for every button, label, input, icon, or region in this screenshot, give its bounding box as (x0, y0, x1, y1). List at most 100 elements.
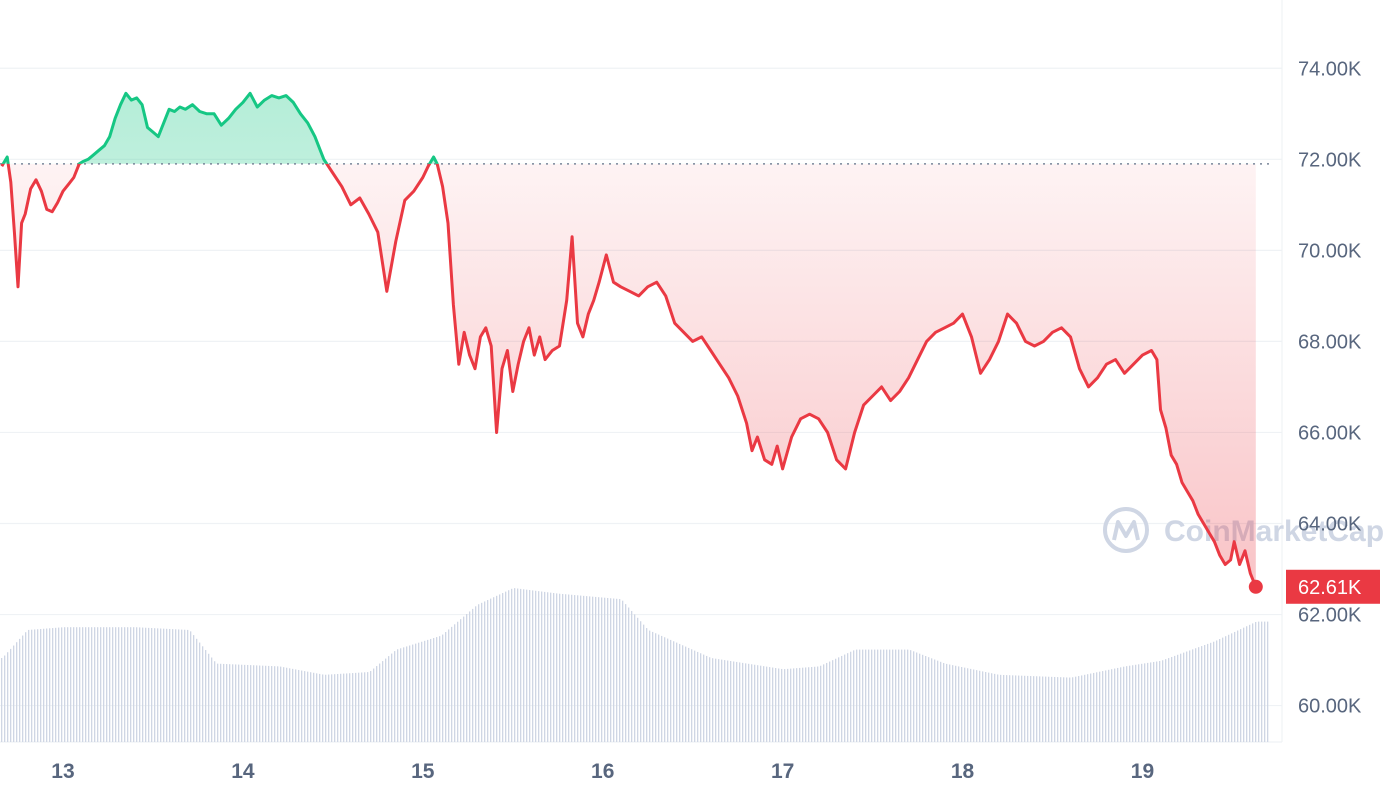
volume-bar (283, 667, 285, 742)
volume-bar (532, 590, 534, 742)
volume-bar (292, 668, 294, 742)
volume-bar (1195, 648, 1197, 742)
volume-bar (625, 604, 627, 742)
volume-bar (1087, 674, 1089, 742)
volume-bar (649, 630, 651, 742)
volume-bar (805, 667, 807, 742)
volume-bar (553, 593, 555, 742)
volume-bar (589, 596, 591, 742)
x-tick-label: 18 (951, 760, 975, 783)
volume-bar (1249, 624, 1251, 742)
volume-bar (1114, 668, 1116, 742)
volume-bar (235, 664, 237, 742)
volume-bar (535, 590, 537, 742)
volume-bar (478, 604, 480, 742)
volume-bar (217, 663, 219, 742)
volume-bar (241, 664, 243, 742)
volume-bar (874, 649, 876, 742)
volume-bar (1159, 661, 1161, 742)
volume-bar (298, 669, 300, 742)
volume-bar (838, 657, 840, 742)
volume-bar (886, 649, 888, 742)
volume-bar (265, 665, 267, 742)
volume-bar (406, 646, 408, 742)
volume-bar (556, 593, 558, 742)
volume-bar (64, 627, 66, 742)
volume-bar (169, 628, 171, 742)
volume-bars (1, 588, 1269, 742)
volume-bar (640, 621, 642, 742)
volume-bar (844, 654, 846, 742)
volume-bar (1222, 637, 1224, 742)
volume-bar (346, 673, 348, 742)
volume-bar (1129, 665, 1131, 742)
volume-bar (829, 661, 831, 742)
volume-bar (310, 672, 312, 742)
volume-bar (643, 624, 645, 742)
volume-bar (13, 645, 15, 742)
volume-bar (349, 673, 351, 742)
volume-bar (199, 642, 201, 742)
volume-bar (1048, 676, 1050, 742)
volume-bar (1090, 673, 1092, 742)
volume-bar (1045, 676, 1047, 742)
coinmarketcap-logo-icon (1103, 507, 1149, 553)
volume-bar (772, 667, 774, 742)
volume-bar (616, 598, 618, 742)
volume-bar (469, 611, 471, 742)
volume-bar (898, 649, 900, 742)
volume-bar (448, 629, 450, 742)
volume-bar (544, 591, 546, 742)
volume-bar (1066, 677, 1068, 742)
volume-bar (796, 668, 798, 742)
volume-bar (1096, 672, 1098, 742)
volume-bar (760, 665, 762, 742)
volume-bar (457, 621, 459, 742)
volume-bar (775, 668, 777, 742)
volume-bar (79, 627, 81, 742)
volume-bar (727, 660, 729, 742)
volume-bar (979, 670, 981, 742)
volume-bar (463, 616, 465, 742)
volume-bar (1108, 669, 1110, 742)
volume-bar (814, 666, 816, 742)
volume-bar (688, 647, 690, 742)
volume-bar (700, 653, 702, 742)
volume-bar (124, 627, 126, 742)
volume-bar (967, 668, 969, 742)
volume-bar (679, 643, 681, 742)
volume-bar (517, 588, 519, 742)
volume-bar (1093, 672, 1095, 742)
volume-bar (964, 667, 966, 742)
volume-bar (1102, 671, 1104, 742)
volume-bar (1009, 675, 1011, 742)
volume-bar (1210, 642, 1212, 742)
volume-bar (580, 595, 582, 742)
volume-bar (442, 634, 444, 742)
volume-bar (1075, 676, 1077, 742)
volume-bar (508, 590, 510, 742)
volume-bar (178, 629, 180, 742)
volume-bar (388, 656, 390, 742)
volume-bar (1258, 621, 1260, 742)
volume-bar (472, 608, 474, 742)
volume-bar (1177, 654, 1179, 742)
volume-bar (808, 667, 810, 742)
volume-bar (1225, 636, 1227, 742)
volume-bar (1042, 676, 1044, 742)
volume-bar (208, 653, 210, 742)
y-axis-ticks: 74.00K 72.00K 70.00K 68.00K 66.00K 64.00K 62.0… (1298, 58, 1362, 717)
volume-bar (595, 596, 597, 742)
volume-bar (787, 668, 789, 742)
volume-bar (892, 649, 894, 742)
volume-bar (1228, 634, 1230, 742)
volume-bar (433, 638, 435, 742)
volume-bar (895, 649, 897, 742)
volume-bar (160, 628, 162, 742)
volume-bar (622, 600, 624, 742)
volume-bar (223, 663, 225, 742)
volume-bar (1063, 677, 1065, 742)
volume-bar (541, 591, 543, 742)
x-tick-label: 14 (231, 760, 255, 783)
